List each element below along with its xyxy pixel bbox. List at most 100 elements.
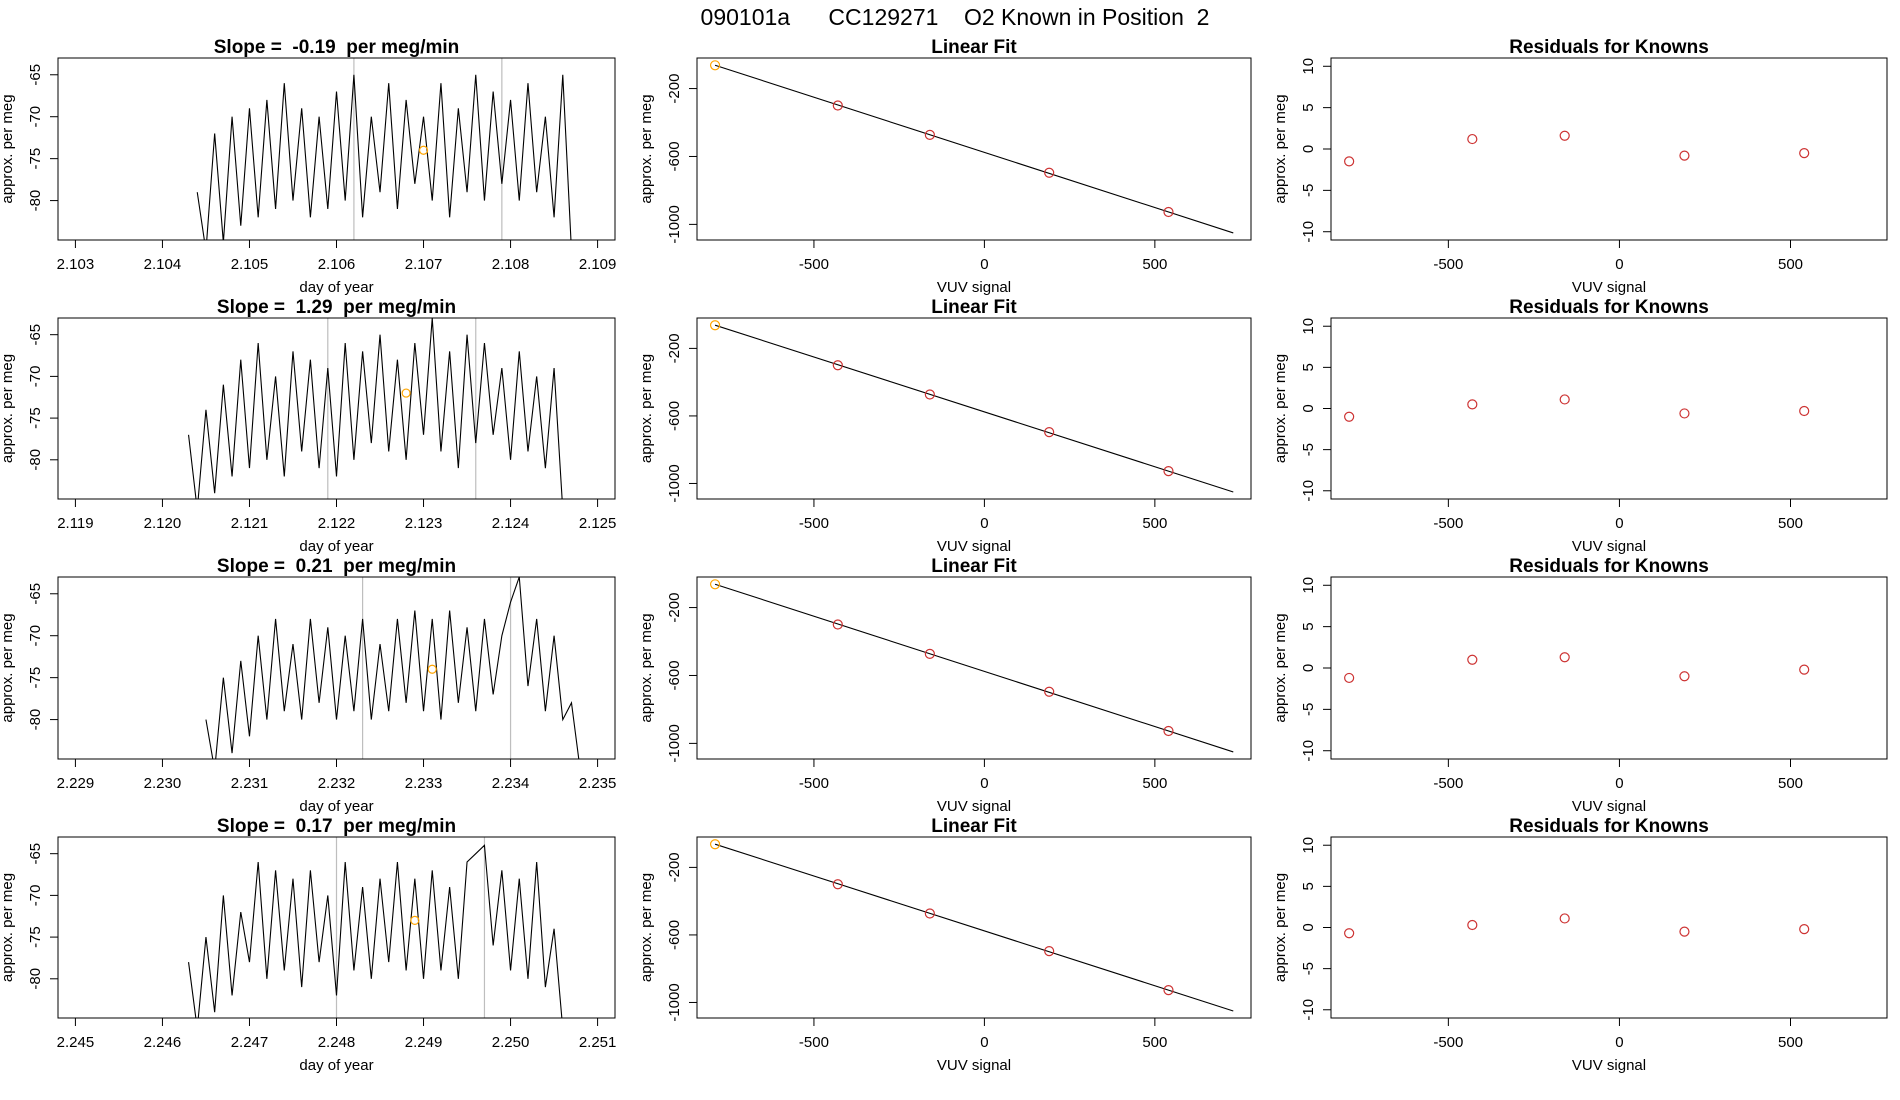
panel-title: Residuals for Knowns	[1509, 297, 1709, 318]
y-axis-label: approx. per meg	[0, 354, 16, 463]
y-axis-label: approx. per meg	[638, 613, 655, 722]
x-tick-label: 2.120	[144, 515, 182, 532]
plot-frame	[1330, 317, 1888, 500]
plot-frame	[1330, 57, 1888, 241]
data-point	[832, 100, 843, 111]
panel: Residuals for Knowns VUV signal approx. pe…	[1272, 297, 1888, 555]
panel-title: Slope = -0.19 per meg/min	[214, 37, 460, 58]
panel: Linear Fit VUV signal approx. per meg -500 0…	[638, 816, 1252, 1074]
x-tick-label: 2.230	[144, 775, 182, 792]
x-axis-label: day of year	[299, 798, 373, 815]
panel: Slope = 0.21 per meg/min day of year appro…	[0, 556, 616, 815]
y-tick-label: -1000	[666, 205, 683, 243]
data-point	[924, 908, 935, 919]
plot-area	[709, 60, 1234, 234]
x-tick-label: 500	[1142, 1034, 1167, 1051]
data-line	[188, 844, 563, 1018]
data-point	[924, 648, 935, 660]
fit-line	[714, 324, 1234, 493]
x-tick-label: 0	[980, 515, 988, 532]
x-tick-label: 2.109	[579, 256, 617, 273]
x-tick-label: 500	[1778, 1034, 1803, 1051]
data-point	[924, 389, 935, 400]
y-tick-label: -65	[27, 843, 44, 865]
y-tick-label: -5	[1300, 443, 1317, 456]
y-tick-label: -75	[27, 148, 44, 170]
plot-area	[1344, 394, 1810, 422]
y-tick-label: -200	[666, 74, 683, 104]
panel: Linear Fit VUV signal approx. per meg -500 0…	[638, 297, 1252, 555]
x-tick-label: 2.232	[318, 775, 356, 792]
y-axis-label: approx. per meg	[1272, 873, 1289, 982]
x-tick-label: 2.107	[405, 256, 443, 273]
plot-area	[205, 577, 580, 759]
x-tick-label: 0	[1615, 256, 1623, 273]
y-tick-label: -70	[27, 106, 44, 128]
plot-frame	[696, 836, 1252, 1019]
x-tick-label: 0	[1615, 775, 1623, 792]
x-tick-label: -500	[1433, 775, 1463, 792]
panel: Residuals for Knowns VUV signal approx. pe…	[1272, 556, 1888, 815]
y-tick-label: -200	[666, 333, 683, 363]
y-tick-label: -1000	[666, 464, 683, 502]
panel-title: Linear Fit	[931, 816, 1017, 837]
plot-frame	[696, 57, 1252, 241]
x-axis-label: VUV signal	[937, 798, 1011, 815]
data-point	[1679, 926, 1690, 937]
plot-area	[1344, 652, 1810, 684]
y-tick-label: 10	[1300, 58, 1317, 75]
x-tick-label: 2.229	[57, 775, 95, 792]
data-point	[1044, 946, 1055, 957]
y-tick-label: -1000	[666, 724, 683, 762]
x-axis-label: VUV signal	[1572, 1057, 1646, 1074]
y-tick-label: 5	[1300, 882, 1317, 890]
highlight-point	[418, 145, 429, 155]
panel: Linear Fit VUV signal approx. per meg -500 0…	[638, 37, 1252, 296]
y-tick-label: 10	[1300, 577, 1317, 594]
x-tick-label: 2.245	[57, 1034, 95, 1051]
y-tick-label: -5	[1300, 962, 1317, 975]
x-tick-label: 2.233	[405, 775, 443, 792]
y-axis-label: approx. per meg	[1272, 94, 1289, 203]
y-tick-label: -200	[666, 852, 683, 882]
plot-frame	[696, 576, 1252, 760]
data-point	[1044, 686, 1055, 697]
x-tick-label: 2.250	[492, 1034, 530, 1051]
data-point	[1044, 167, 1055, 178]
y-axis-label: approx. per meg	[0, 613, 16, 722]
data-point	[832, 879, 843, 890]
plot-area	[709, 320, 1234, 493]
x-tick-label: 2.251	[579, 1034, 617, 1051]
y-axis-label: approx. per meg	[1272, 354, 1289, 463]
x-axis-label: VUV signal	[937, 1057, 1011, 1074]
panel-title: Residuals for Knowns	[1509, 816, 1709, 837]
x-tick-label: 500	[1142, 775, 1167, 792]
y-tick-label: 5	[1300, 622, 1317, 630]
data-point	[1799, 664, 1810, 675]
x-tick-label: 2.235	[579, 775, 617, 792]
y-axis-label: approx. per meg	[0, 94, 16, 203]
data-point	[924, 129, 935, 141]
data-point	[1163, 985, 1174, 996]
x-axis-label: day of year	[299, 538, 373, 555]
y-tick-label: 10	[1300, 318, 1317, 335]
data-point	[832, 360, 843, 371]
data-point	[1559, 913, 1570, 924]
y-tick-label: -75	[27, 407, 44, 429]
y-tick-label: -600	[666, 660, 683, 690]
data-point	[1344, 928, 1355, 939]
data-point	[832, 619, 843, 630]
data-line	[188, 318, 563, 499]
y-tick-label: 0	[1300, 145, 1317, 153]
y-tick-label: -600	[666, 401, 683, 431]
data-point	[1679, 408, 1690, 419]
x-tick-label: 0	[980, 256, 988, 273]
data-point	[1799, 405, 1810, 417]
x-tick-label: 2.121	[231, 515, 269, 532]
plot-frame	[57, 57, 616, 241]
x-tick-label: 2.246	[144, 1034, 182, 1051]
panel-title: Residuals for Knowns	[1509, 37, 1709, 58]
panel: Residuals for Knowns VUV signal approx. pe…	[1272, 37, 1888, 296]
data-point	[1163, 466, 1174, 477]
y-tick-label: -10	[1300, 999, 1317, 1021]
